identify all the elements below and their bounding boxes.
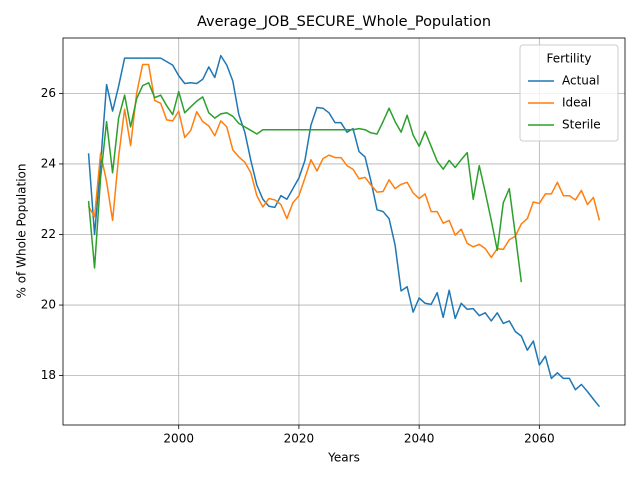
x-axis-label: Years <box>327 451 360 465</box>
data-line <box>87 54 601 408</box>
legend-box <box>519 44 619 142</box>
legend: Fertility Actual Ideal Sterile <box>519 44 619 142</box>
legend-label: Ideal <box>562 96 591 110</box>
chart-title: Average_JOB_SECURE_Whole_Population <box>197 14 491 30</box>
legend-label: Sterile <box>562 118 601 132</box>
y-tick-label: 26 <box>41 86 56 100</box>
legend-title: Fertility <box>546 52 591 66</box>
y-tick-label: 18 <box>41 368 56 382</box>
x-tick-label: 2000 <box>163 432 194 446</box>
x-tick-label: 2040 <box>404 432 435 446</box>
x-tick-label: 2020 <box>284 432 315 446</box>
y-axis-label: % of Whole Population <box>15 164 29 299</box>
data-line <box>87 63 601 259</box>
y-tick-label: 20 <box>41 298 56 312</box>
data-line <box>87 82 523 283</box>
plot-frame <box>62 37 626 426</box>
x-tick-label: 2060 <box>524 432 555 446</box>
y-tick-label: 24 <box>41 156 56 170</box>
y-tick-label: 22 <box>41 227 56 241</box>
legend-label: Actual <box>562 74 600 88</box>
